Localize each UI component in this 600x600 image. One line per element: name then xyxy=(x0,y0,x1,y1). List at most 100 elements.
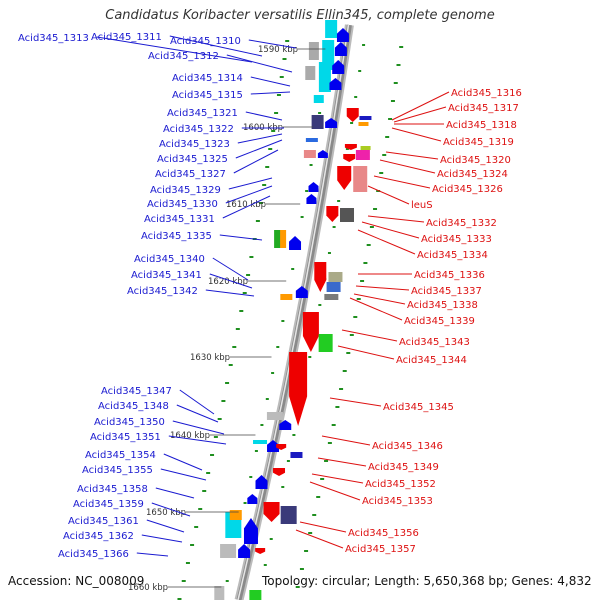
left-gene-label: Acid345_1313 xyxy=(18,33,89,44)
tick-mark-inner-left xyxy=(271,372,275,374)
reverse-gene-arrow xyxy=(346,108,359,122)
tick-mark-outer-left xyxy=(213,436,218,438)
tick-mark-inner-left xyxy=(281,320,285,322)
left-gene-label: Acid345_1330 xyxy=(147,199,218,210)
gene-block xyxy=(353,166,368,192)
right-gene-label: Acid345_1319 xyxy=(443,137,514,148)
left-gene-leader xyxy=(245,111,283,121)
right-gene-leader xyxy=(321,435,371,446)
right-gene-label: Acid345_1346 xyxy=(372,441,443,452)
tick-mark-outer-left xyxy=(232,346,237,348)
left-gene-leader xyxy=(235,139,283,159)
tick-mark-inner-right xyxy=(318,304,322,306)
left-gene-leader xyxy=(155,487,195,499)
tick-mark-inner-right xyxy=(350,122,354,124)
tick-mark-outer-left xyxy=(194,526,199,528)
gene-block xyxy=(280,506,297,524)
gene-block xyxy=(305,66,316,80)
tick-mark-outer-right xyxy=(349,334,354,336)
forward-gene-arrow xyxy=(295,286,308,298)
right-gene-label: Acid345_1317 xyxy=(448,103,519,114)
reverse-gene-arrow xyxy=(263,502,280,522)
gene-block xyxy=(280,294,293,300)
gene-block xyxy=(324,294,339,300)
tick-mark-outer-right xyxy=(320,478,325,480)
left-gene-leader xyxy=(233,149,279,174)
left-gene-label: Acid345_1361 xyxy=(68,516,139,527)
right-gene-leader xyxy=(391,127,442,142)
forward-gene-arrow xyxy=(336,28,349,42)
gene-block xyxy=(326,282,341,292)
tick-mark-inner-right xyxy=(345,148,349,150)
right-gene-leader xyxy=(353,293,406,305)
tick-mark-outer-left xyxy=(246,274,251,276)
left-gene-leader xyxy=(141,534,183,543)
tick-mark-outer-left xyxy=(242,292,247,294)
tick-mark-outer-left xyxy=(235,328,240,330)
tick-mark-outer-right xyxy=(382,154,387,156)
left-gene-label: Acid345_1312 xyxy=(148,51,219,62)
left-gene-label: Acid345_1358 xyxy=(77,484,148,495)
left-gene-leader xyxy=(225,185,273,204)
right-gene-label: Acid345_1356 xyxy=(348,528,419,539)
kbp-label: 1610 kbp xyxy=(226,200,266,210)
right-gene-leader xyxy=(385,151,439,160)
tick-mark-outer-right xyxy=(388,118,393,120)
right-gene-leader xyxy=(295,529,344,549)
right-gene-label: Acid345_1353 xyxy=(362,496,433,507)
tick-mark-inner-left xyxy=(260,424,264,426)
tick-mark-inner-right xyxy=(292,434,296,436)
right-gene-label: Acid345_1334 xyxy=(417,250,488,261)
tick-mark-outer-left xyxy=(190,544,195,546)
reverse-gene-arrow xyxy=(344,144,357,150)
left-gene-leader xyxy=(209,273,253,289)
kbp-label: 1640 kbp xyxy=(170,431,210,441)
left-gene-label: Acid345_1341 xyxy=(131,270,202,281)
tick-mark-outer-right xyxy=(366,244,371,246)
reverse-gene-arrow xyxy=(273,468,286,476)
forward-gene-arrow xyxy=(334,42,347,56)
left-gene-label: Acid345_1366 xyxy=(58,549,129,560)
tick-mark-outer-right xyxy=(353,316,358,318)
gene-block xyxy=(220,544,237,558)
kbp-label: 1650 kbp xyxy=(146,508,186,518)
left-gene-label: Acid345_1340 xyxy=(134,254,205,265)
tick-mark-inner-right xyxy=(354,96,358,98)
tick-mark-outer-left xyxy=(177,598,182,600)
reverse-gene-arrow xyxy=(326,206,339,222)
right-gene-label: Acid345_1337 xyxy=(411,286,482,297)
left-gene-label: Acid345_1350 xyxy=(94,417,165,428)
right-gene-label: Acid345_1336 xyxy=(414,270,485,281)
tick-mark-outer-right xyxy=(346,352,351,354)
tick-mark-outer-left xyxy=(228,364,233,366)
left-gene-label: Acid345_1327 xyxy=(155,169,226,180)
gene-block xyxy=(318,62,331,92)
gene-block xyxy=(318,334,333,352)
right-gene-label: Acid345_1332 xyxy=(426,218,497,229)
left-gene-leader xyxy=(160,468,207,481)
gene-block xyxy=(290,452,303,458)
tick-mark-inner-left xyxy=(291,268,295,270)
tick-mark-inner-right xyxy=(358,70,362,72)
right-gene-label: Acid345_1352 xyxy=(365,479,436,490)
left-gene-label: Acid345_1335 xyxy=(141,231,212,242)
right-gene-leader xyxy=(357,229,416,255)
tick-mark-outer-left xyxy=(221,400,226,402)
tick-mark-outer-right xyxy=(396,64,401,66)
left-gene-leader xyxy=(168,435,227,445)
tick-mark-outer-left xyxy=(206,472,211,474)
kbp-label: 1590 kbp xyxy=(258,45,298,55)
left-gene-leader xyxy=(96,36,253,63)
right-gene-leader xyxy=(391,91,450,121)
left-gene-leader xyxy=(179,389,215,415)
gene-block xyxy=(249,590,262,600)
right-gene-label: Acid345_1339 xyxy=(404,316,475,327)
tick-mark-outer-right xyxy=(373,208,378,210)
right-gene-label: Acid345_1324 xyxy=(437,169,508,180)
tick-mark-outer-right xyxy=(295,586,300,588)
tick-mark-outer-right xyxy=(360,280,365,282)
right-gene-leader xyxy=(367,185,410,205)
tick-mark-inner-right xyxy=(362,44,366,46)
tick-mark-outer-right xyxy=(308,532,313,534)
